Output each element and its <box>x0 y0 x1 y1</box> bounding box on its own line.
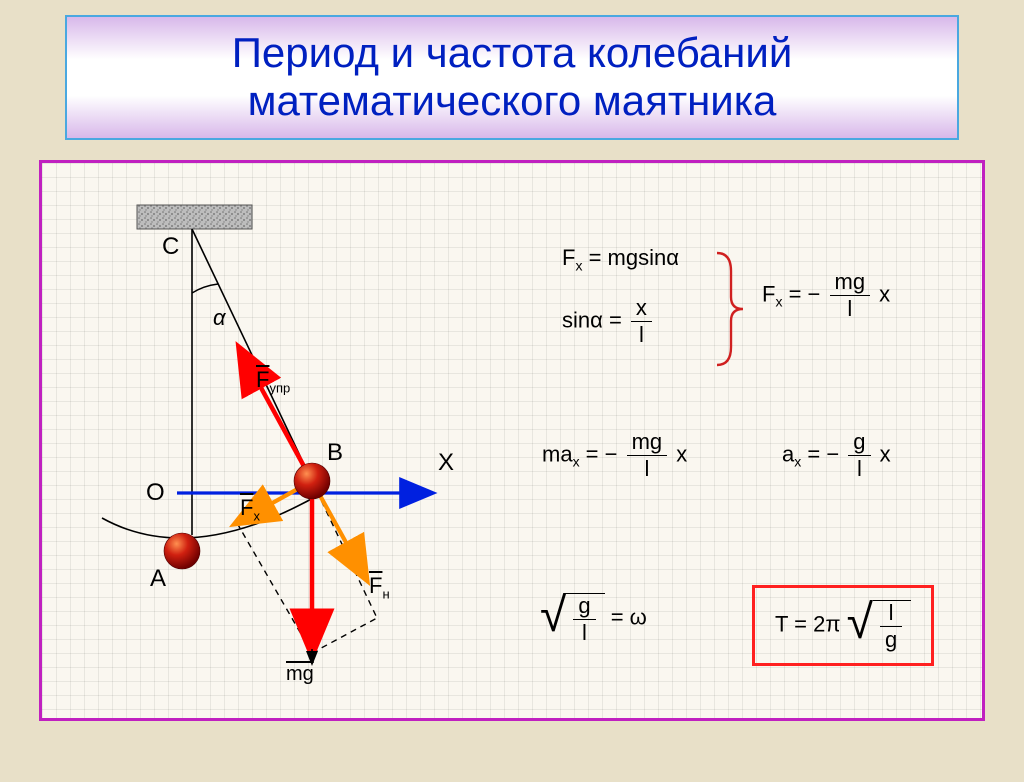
label-x-axis: X <box>438 449 454 477</box>
title-box: Период и частота колебаний математическо… <box>65 15 959 140</box>
formula-omega: √gl = ω <box>540 593 647 644</box>
label-fx-vec: Fx <box>240 495 260 523</box>
formula-fx-result: Fx = − mgl x <box>762 271 890 320</box>
formula-fx-mgsina: Fx = mgsinα <box>562 245 679 273</box>
label-fupr: Fупр <box>256 367 290 395</box>
label-b: B <box>327 439 343 467</box>
ball-b <box>294 463 330 499</box>
label-a: A <box>150 565 166 593</box>
formula-period-box: T = 2π √lg <box>752 585 934 666</box>
title-line2: математического маятника <box>77 77 947 125</box>
label-alpha: α <box>213 305 226 331</box>
label-c: C <box>162 233 179 261</box>
label-o: O <box>146 479 165 507</box>
brace-icon <box>717 253 743 365</box>
label-fn-vec: Fн <box>369 573 390 601</box>
formula-ax: ax = − gl x <box>782 431 891 480</box>
diagram-panel: C α O B A X Fупр Fx Fн mg Fx = mgsinα si… <box>39 160 985 721</box>
label-mg-vec: mg <box>286 663 314 686</box>
formula-sina: sinα = xl <box>562 297 655 346</box>
title-line1: Период и частота колебаний <box>77 29 947 77</box>
ball-a <box>164 533 200 569</box>
ceiling <box>137 205 252 229</box>
formula-max: max = − mgl x <box>542 431 687 480</box>
